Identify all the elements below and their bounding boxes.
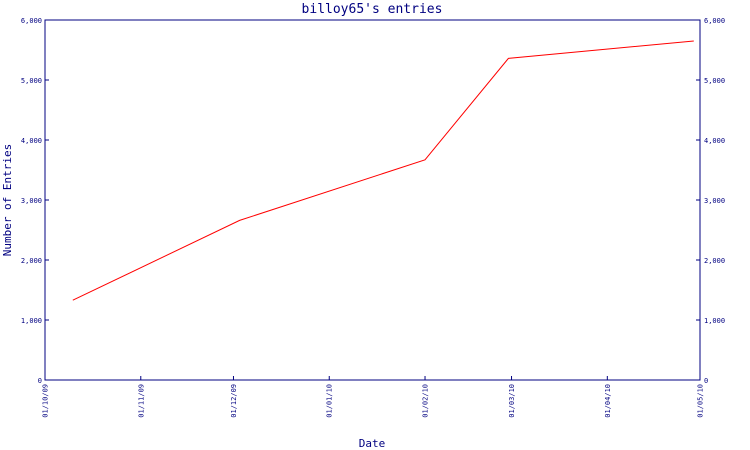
y-tick-label-left: 0 — [38, 377, 42, 385]
y-tick-label-right: 2,000 — [704, 257, 725, 265]
x-axis-label: Date — [359, 437, 386, 450]
x-axis: 01/10/09 01/11/09 01/12/09 01/01/10 01/02/10… — [42, 376, 705, 418]
x-tick-label: 01/01/10 — [326, 384, 334, 418]
y-tick-label-left: 3,000 — [21, 197, 42, 205]
y-tick-label-right: 0 — [704, 377, 708, 385]
y-tick-label-right: 4,000 — [704, 137, 725, 145]
y-tick-label-left: 6,000 — [21, 17, 42, 25]
x-tick-label: 01/10/09 — [42, 384, 50, 418]
y-tick-label-left: 5,000 — [21, 77, 42, 85]
y-tick-label-left: 1,000 — [21, 317, 42, 325]
x-tick-label: 01/05/10 — [697, 384, 705, 418]
x-tick-label: 01/04/10 — [604, 384, 612, 418]
x-tick-label: 01/03/10 — [508, 384, 516, 418]
x-tick-label: 01/02/10 — [422, 384, 430, 418]
y-tick-label-right: 5,000 — [704, 77, 725, 85]
x-tick-label: 01/11/09 — [137, 384, 145, 418]
x-tick-label: 01/12/09 — [230, 384, 238, 418]
y-tick-label-left: 4,000 — [21, 137, 42, 145]
y-tick-label-right: 1,000 — [704, 317, 725, 325]
y-tick-label-right: 3,000 — [704, 197, 725, 205]
y-axis-label: Number of Entries — [1, 144, 14, 257]
plot-area-frame — [44, 19, 701, 381]
series-layer — [72, 40, 694, 301]
y-tick-label-right: 6,000 — [704, 17, 725, 25]
y-axis-left: 0 1,000 2,000 3,000 4,000 5,000 6,000 — [21, 17, 49, 385]
y-tick-label-left: 2,000 — [21, 257, 42, 265]
y-axis-right: 0 1,000 2,000 3,000 4,000 5,000 6,000 — [696, 17, 725, 385]
chart-title: billoy65's entries — [302, 2, 443, 17]
series-line — [72, 40, 694, 301]
